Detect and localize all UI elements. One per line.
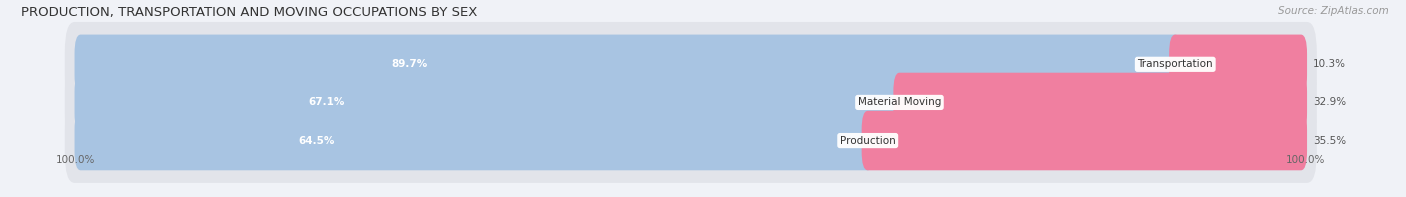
FancyBboxPatch shape: [862, 111, 1308, 170]
FancyBboxPatch shape: [65, 60, 1317, 145]
FancyBboxPatch shape: [75, 111, 875, 170]
FancyBboxPatch shape: [75, 73, 905, 132]
Legend: Male, Female: Male, Female: [643, 195, 763, 197]
Text: 35.5%: 35.5%: [1313, 136, 1347, 146]
FancyBboxPatch shape: [65, 98, 1317, 183]
Text: 64.5%: 64.5%: [298, 136, 335, 146]
Text: 10.3%: 10.3%: [1313, 59, 1346, 69]
Text: Transportation: Transportation: [1137, 59, 1213, 69]
FancyBboxPatch shape: [1170, 34, 1308, 94]
Text: 32.9%: 32.9%: [1313, 98, 1347, 107]
Text: 89.7%: 89.7%: [391, 59, 427, 69]
Text: Source: ZipAtlas.com: Source: ZipAtlas.com: [1278, 6, 1389, 16]
Text: Production: Production: [839, 136, 896, 146]
FancyBboxPatch shape: [65, 22, 1317, 107]
Text: 67.1%: 67.1%: [308, 98, 344, 107]
FancyBboxPatch shape: [893, 73, 1308, 132]
Text: 100.0%: 100.0%: [1286, 155, 1326, 165]
Text: Material Moving: Material Moving: [858, 98, 941, 107]
Text: 100.0%: 100.0%: [56, 155, 96, 165]
Text: PRODUCTION, TRANSPORTATION AND MOVING OCCUPATIONS BY SEX: PRODUCTION, TRANSPORTATION AND MOVING OC…: [21, 6, 478, 19]
FancyBboxPatch shape: [75, 34, 1181, 94]
